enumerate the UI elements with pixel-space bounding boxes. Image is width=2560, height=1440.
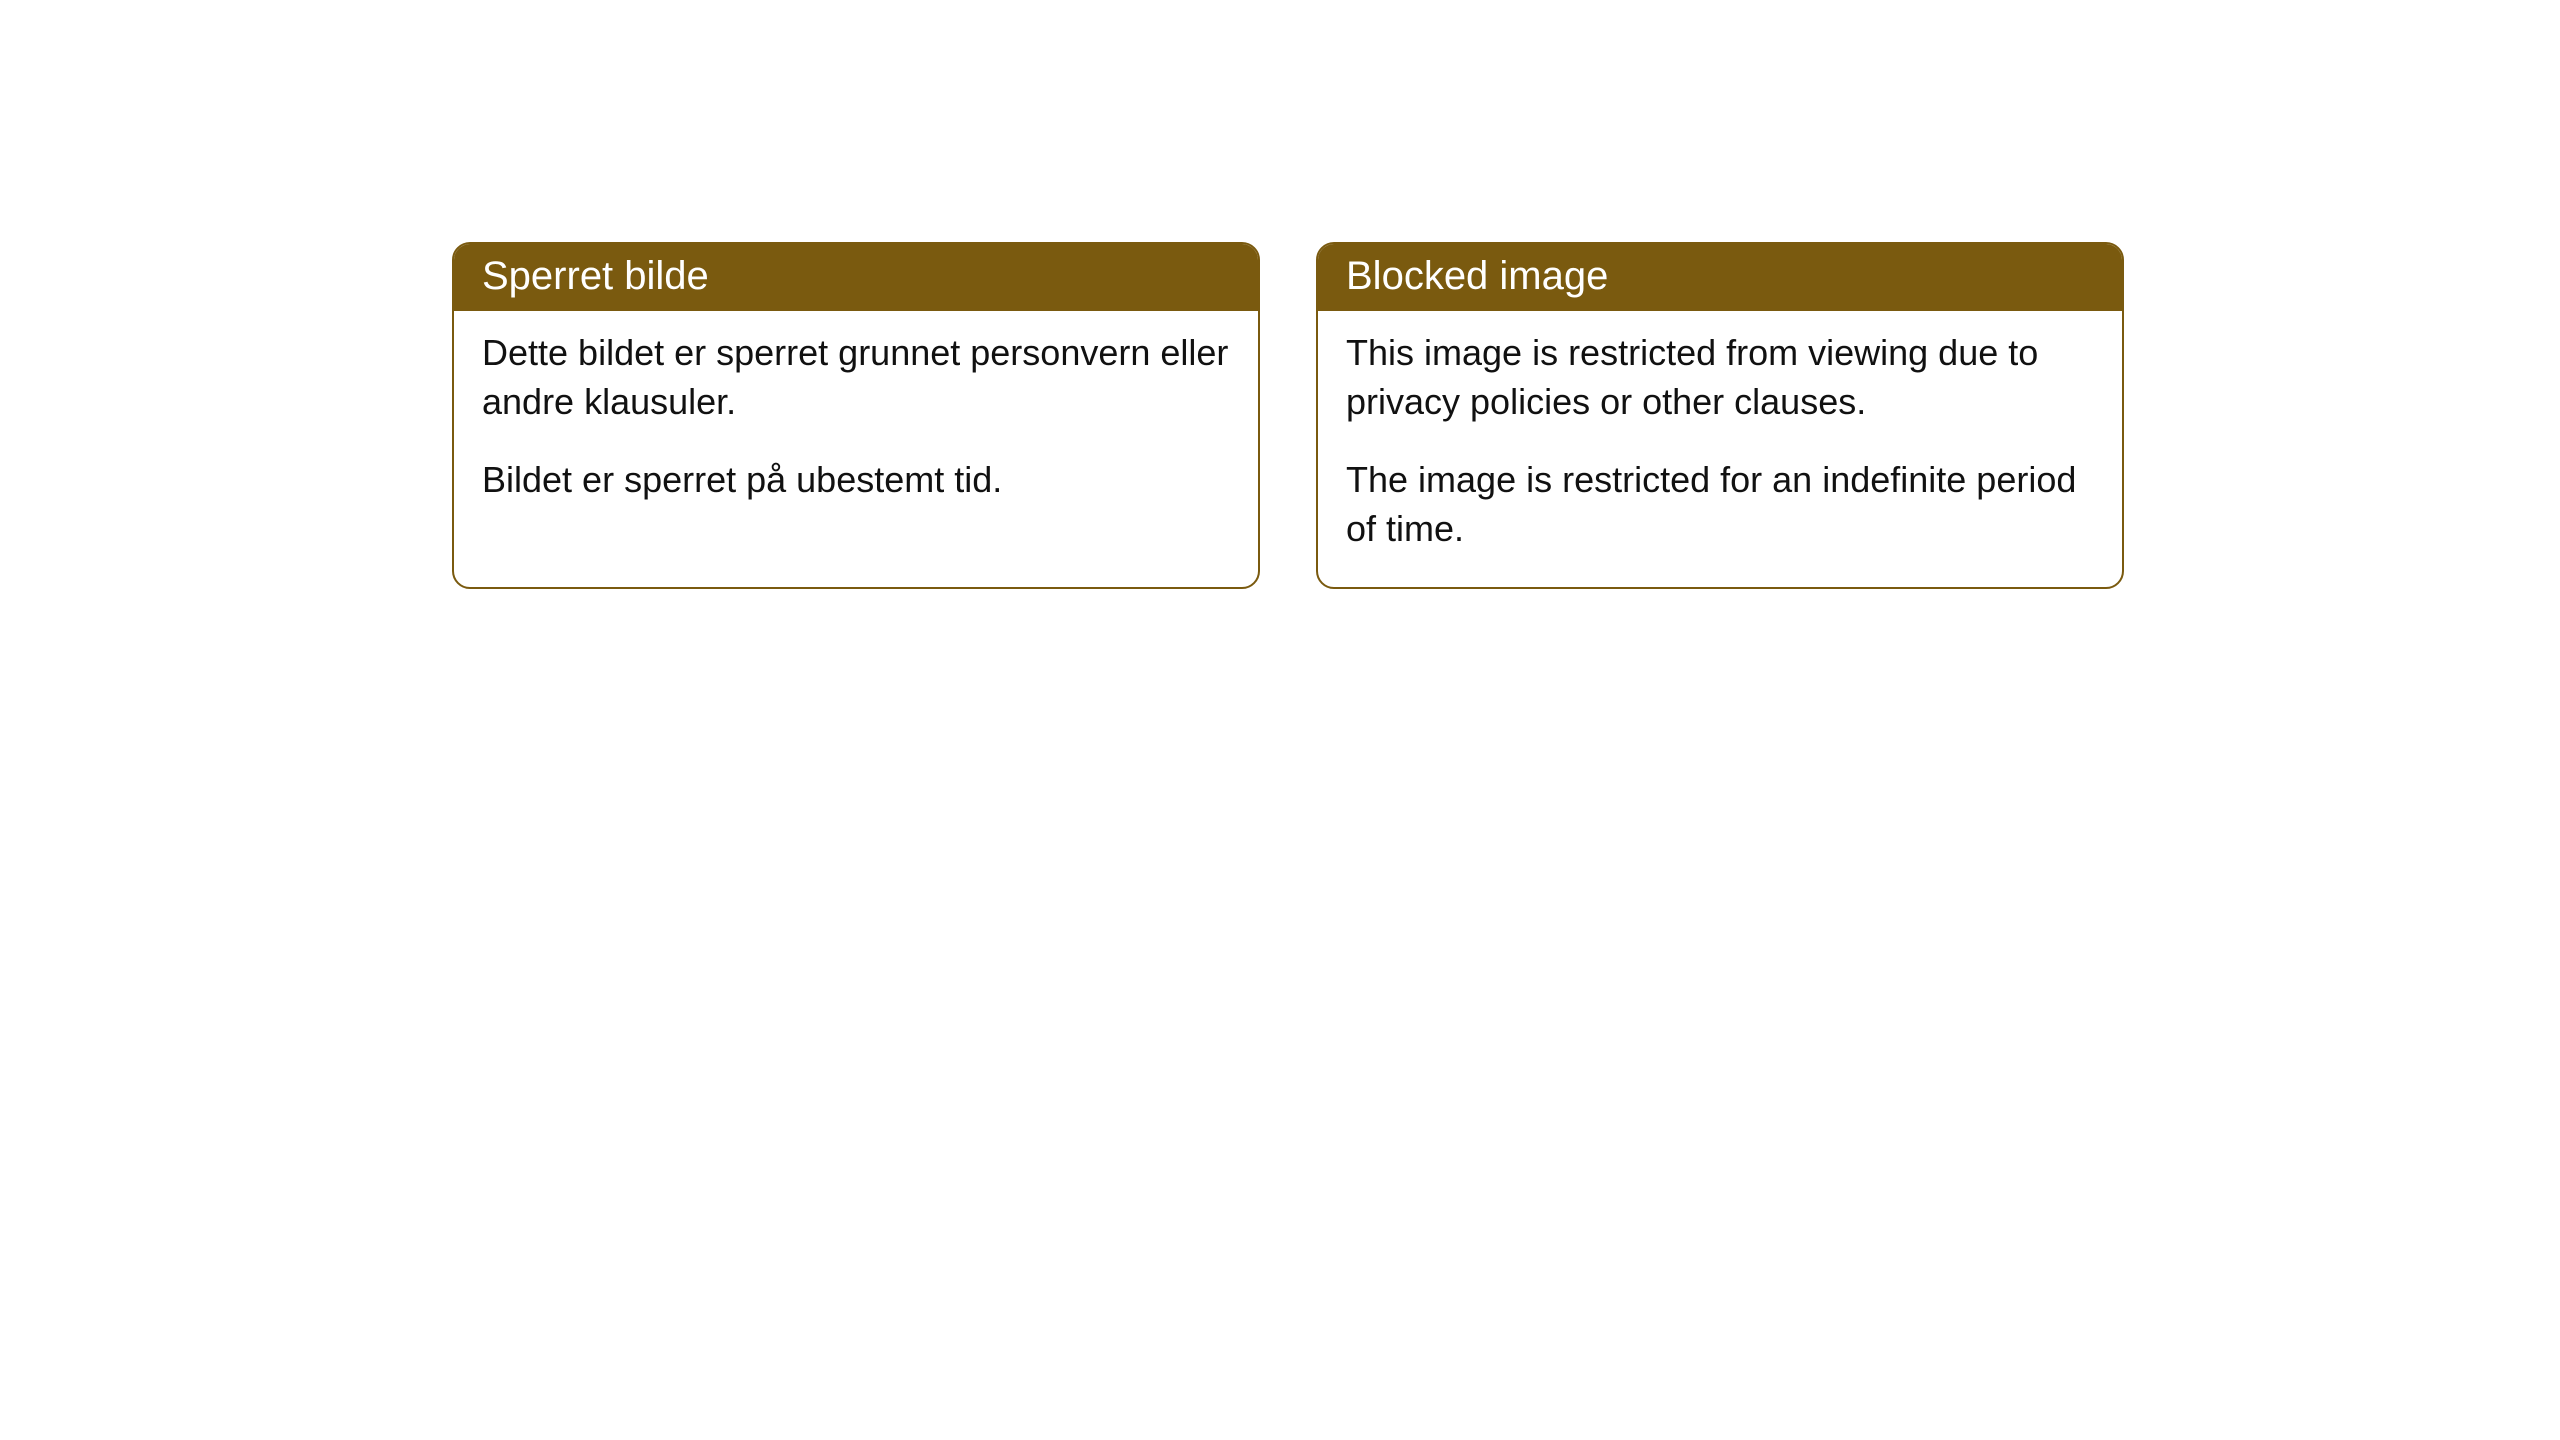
card-header: Sperret bilde	[454, 244, 1258, 311]
card-body: This image is restricted from viewing du…	[1318, 311, 2122, 587]
card-header: Blocked image	[1318, 244, 2122, 311]
blocked-image-card-norwegian: Sperret bilde Dette bildet er sperret gr…	[452, 242, 1260, 589]
card-paragraph: This image is restricted from viewing du…	[1346, 329, 2094, 426]
notice-cards-container: Sperret bilde Dette bildet er sperret gr…	[452, 242, 2124, 589]
card-paragraph: Dette bildet er sperret grunnet personve…	[482, 329, 1230, 426]
card-body: Dette bildet er sperret grunnet personve…	[454, 311, 1258, 539]
blocked-image-card-english: Blocked image This image is restricted f…	[1316, 242, 2124, 589]
card-paragraph: Bildet er sperret på ubestemt tid.	[482, 456, 1230, 505]
card-title: Sperret bilde	[482, 254, 709, 298]
card-title: Blocked image	[1346, 254, 1608, 298]
card-paragraph: The image is restricted for an indefinit…	[1346, 456, 2094, 553]
